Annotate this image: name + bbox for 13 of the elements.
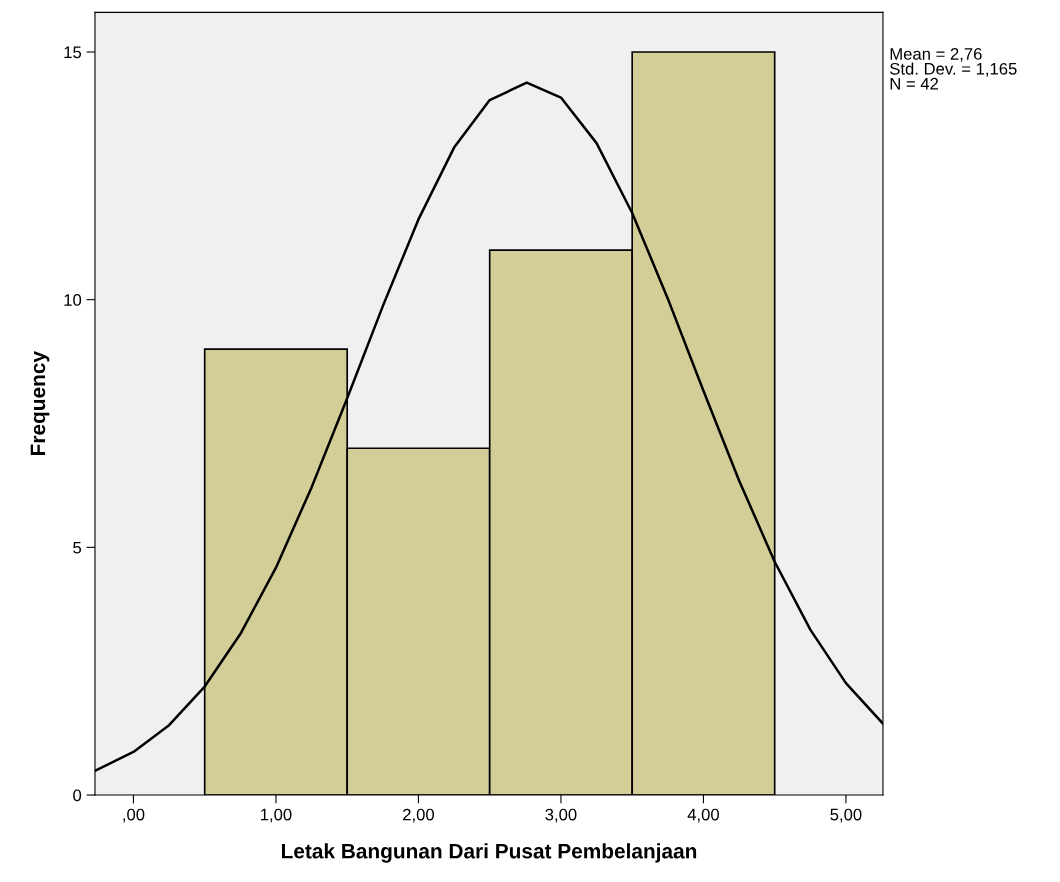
y-tick-label: 0 (73, 789, 82, 802)
y-axis-title: Frequency (30, 351, 50, 455)
y-tick-label: 15 (64, 46, 82, 59)
x-tick-label: 1,00 (261, 808, 292, 823)
x-tick-label: 3,00 (545, 808, 577, 823)
x-tick-label: 4,00 (687, 808, 719, 823)
y-tick-label: 10 (64, 294, 82, 306)
x-tick-label: 5,00 (830, 808, 862, 823)
x-axis-title: Letak Bangunan Dari Pusat Pembelanjaan (281, 843, 697, 863)
x-tick-label: ,00 (123, 808, 145, 823)
text: Mean = 2,76 Std. Dev. = 1,165 N = 42 (890, 48, 1017, 90)
x-tick-label: 2,00 (403, 808, 435, 823)
y-tick-label: 5 (73, 541, 82, 554)
